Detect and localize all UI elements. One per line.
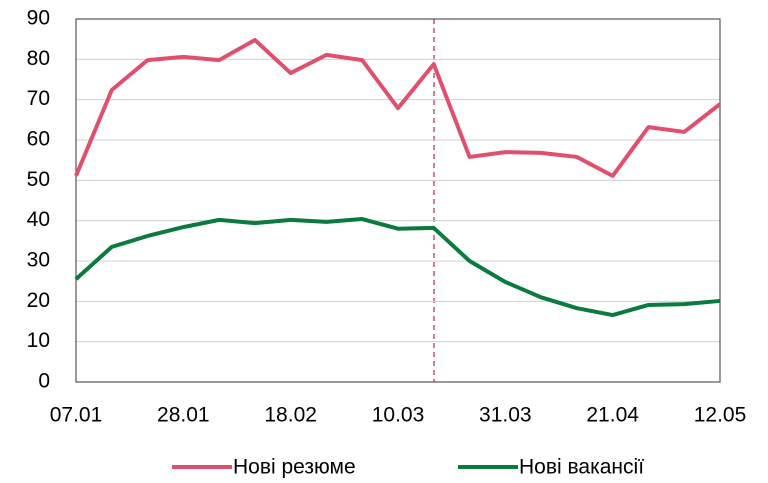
series-line	[74, 37, 722, 178]
y-tick-label: 90	[27, 7, 50, 30]
y-tick-label: 40	[27, 208, 50, 231]
y-tick-label: 0	[38, 370, 50, 393]
legend-label: Нові вакансії	[519, 456, 644, 479]
y-tick-label: 70	[27, 87, 50, 110]
series-line	[74, 217, 721, 318]
x-tick-label: 28.01	[157, 404, 210, 427]
y-tick-label: 60	[27, 128, 50, 151]
y-tick-label: 50	[27, 168, 50, 191]
x-tick-label: 18.02	[264, 404, 317, 427]
y-tick-label: 20	[27, 289, 50, 312]
x-tick-label: 12.05	[694, 404, 747, 427]
legend-label: Нові резюме	[233, 456, 356, 479]
x-tick-label: 31.03	[479, 404, 532, 427]
y-tick-label: 10	[27, 329, 50, 352]
y-tick-label: 80	[27, 47, 50, 70]
x-tick-label: 07.01	[50, 404, 103, 427]
plot-frame	[75, 18, 721, 383]
x-tick-label: 21.04	[586, 404, 639, 427]
x-tick-label: 10.03	[372, 404, 425, 427]
y-tick-label: 30	[27, 249, 50, 272]
